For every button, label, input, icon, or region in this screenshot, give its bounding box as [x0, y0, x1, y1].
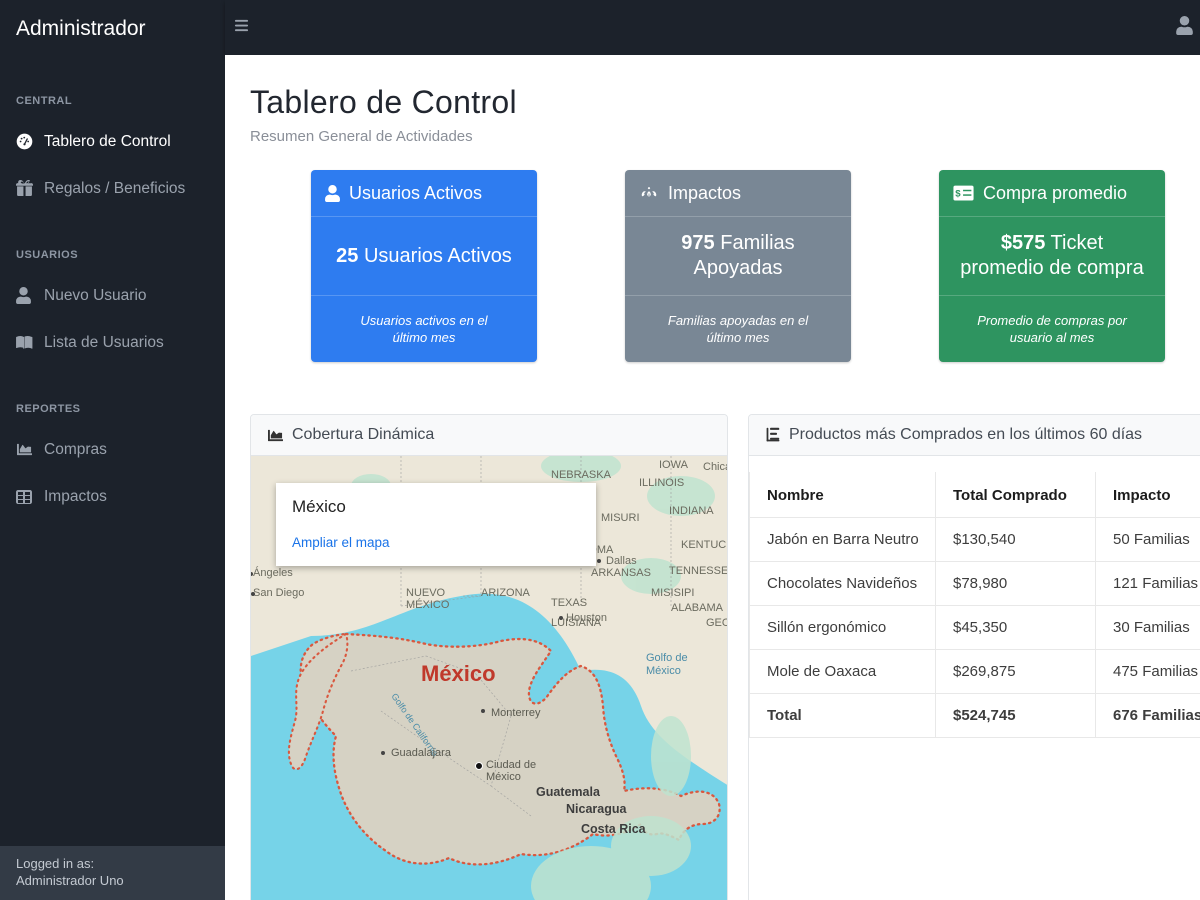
- svg-text:MISISIPI: MISISIPI: [651, 587, 694, 599]
- svg-text:MISURI: MISURI: [601, 512, 640, 524]
- svg-text:NUEVO: NUEVO: [406, 587, 446, 599]
- svg-text:INDIANA: INDIANA: [669, 505, 714, 517]
- svg-text:ARKANSAS: ARKANSAS: [591, 567, 651, 579]
- svg-text:México: México: [421, 661, 496, 686]
- svg-text:ALABAMA: ALABAMA: [671, 602, 724, 614]
- svg-text:NEBRASKA: NEBRASKA: [551, 469, 612, 481]
- svg-text:Golfo de: Golfo de: [646, 652, 688, 664]
- svg-text:IOWA: IOWA: [659, 459, 689, 471]
- svg-text:TENNESSEE: TENNESSEE: [669, 565, 727, 577]
- svg-text:$: $: [955, 189, 961, 200]
- svg-text:KENTUCKY: KENTUCKY: [681, 539, 727, 551]
- svg-text:San Diego: San Diego: [253, 587, 304, 599]
- svg-text:ILLINOIS: ILLINOIS: [639, 477, 684, 489]
- svg-text:México: México: [646, 665, 681, 677]
- svg-text:Guatemala: Guatemala: [536, 785, 601, 799]
- svg-text:Chicago: Chicago: [703, 461, 727, 473]
- svg-text:Houston: Houston: [566, 612, 607, 624]
- svg-text:Dallas: Dallas: [606, 555, 637, 567]
- svg-text:Costa Rica: Costa Rica: [581, 822, 647, 836]
- svg-text:Ciudad de: Ciudad de: [486, 759, 536, 771]
- svg-text:Nicaragua: Nicaragua: [566, 802, 627, 816]
- svg-text:GEORGIA: GEORGIA: [706, 617, 727, 629]
- svg-text:Monterrey: Monterrey: [491, 707, 541, 719]
- svg-text:Guadalajara: Guadalajara: [391, 747, 452, 759]
- svg-text:México: México: [486, 771, 521, 783]
- svg-text:ARIZONA: ARIZONA: [481, 587, 531, 599]
- svg-text:Ángeles: Ángeles: [253, 566, 293, 579]
- svg-text:TEXAS: TEXAS: [551, 597, 587, 609]
- svg-text:MÉXICO: MÉXICO: [406, 598, 450, 611]
